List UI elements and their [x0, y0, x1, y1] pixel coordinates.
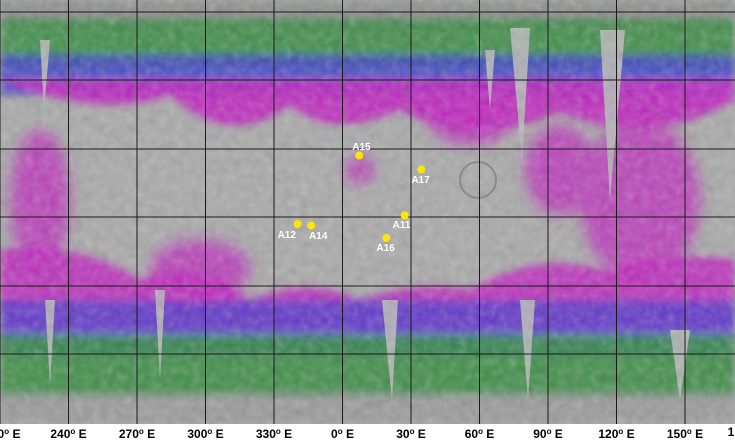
- lon-tick-unit: E: [414, 427, 426, 441]
- site-label-a11: A11: [392, 220, 411, 232]
- lon-tick-label: 1: [728, 425, 735, 439]
- lon-tick-value: 120: [598, 427, 619, 441]
- degree-symbol: o: [618, 427, 624, 436]
- degree-symbol: o: [275, 427, 281, 436]
- lon-tick-value: 0: [331, 427, 338, 441]
- degree-symbol: o: [4, 427, 10, 436]
- lon-tick-label: 300o E: [187, 425, 223, 441]
- site-label-a12: A12: [277, 230, 296, 242]
- lon-tick-label: 240o E: [50, 425, 86, 441]
- site-marker-a14: [307, 221, 316, 230]
- site-marker-a12: [293, 220, 302, 229]
- lon-tick-value: 240: [50, 427, 71, 441]
- lon-tick-unit: E: [75, 427, 87, 441]
- longitude-axis: [0, 424, 735, 441]
- lon-tick-value: 1: [727, 425, 735, 439]
- lon-tick-value: 270: [118, 427, 139, 441]
- lon-tick-label: 0o E: [331, 425, 354, 441]
- site-label-a17: A17: [411, 175, 430, 187]
- lon-tick-unit: E: [342, 427, 354, 441]
- lon-tick-value: 30: [396, 427, 410, 441]
- lon-tick-label: 0o E: [0, 425, 20, 441]
- degree-symbol: o: [337, 427, 343, 436]
- degree-symbol: o: [686, 427, 692, 436]
- lon-tick-label: 270o E: [119, 425, 155, 441]
- lon-tick-value: 60: [464, 427, 479, 441]
- lon-tick-label: 330o E: [256, 425, 292, 441]
- lon-tick-unit: E: [482, 427, 495, 441]
- lon-tick-unit: E: [9, 427, 21, 441]
- lon-tick-unit: E: [691, 427, 704, 441]
- lon-tick-unit: E: [143, 427, 156, 441]
- lunar-map-canvas: [0, 0, 735, 424]
- lon-tick-value: 90: [533, 427, 547, 441]
- lon-tick-label: 120o E: [598, 425, 634, 441]
- lon-tick-unit: E: [623, 427, 635, 441]
- degree-symbol: o: [409, 427, 415, 436]
- lon-tick-value: 300: [187, 427, 208, 441]
- degree-symbol: o: [478, 427, 483, 436]
- site-marker-a17: [417, 165, 426, 174]
- degree-symbol: o: [546, 427, 552, 436]
- site-marker-a11: [400, 211, 409, 220]
- site-label-a14: A14: [309, 231, 328, 243]
- crater: [459, 161, 497, 199]
- lon-tick-value: 0: [0, 427, 5, 441]
- lon-tick-unit: E: [551, 427, 563, 441]
- degree-symbol: o: [138, 427, 144, 436]
- site-marker-a16: [382, 233, 391, 242]
- lon-tick-value: 330: [255, 427, 276, 441]
- lon-tick-unit: E: [280, 427, 293, 441]
- terrain-texture: [0, 0, 735, 424]
- lunar-map: A15 A17 A11 A12 A14 A16: [0, 0, 735, 424]
- lon-tick-label: 150o E: [667, 425, 703, 441]
- site-marker-a15: [355, 151, 364, 160]
- lon-tick-label: 90o E: [533, 425, 563, 441]
- site-label-a16: A16: [376, 242, 395, 254]
- lon-tick-value: 150: [666, 427, 687, 441]
- lon-tick-label: 60o E: [465, 425, 495, 441]
- degree-symbol: o: [207, 427, 213, 436]
- lon-tick-label: 30o E: [396, 425, 426, 441]
- degree-symbol: o: [70, 427, 76, 436]
- lon-tick-unit: E: [212, 427, 224, 441]
- site-label-a15: A15: [352, 141, 371, 153]
- graticule: [0, 0, 735, 424]
- landing-site-markers: [293, 151, 426, 242]
